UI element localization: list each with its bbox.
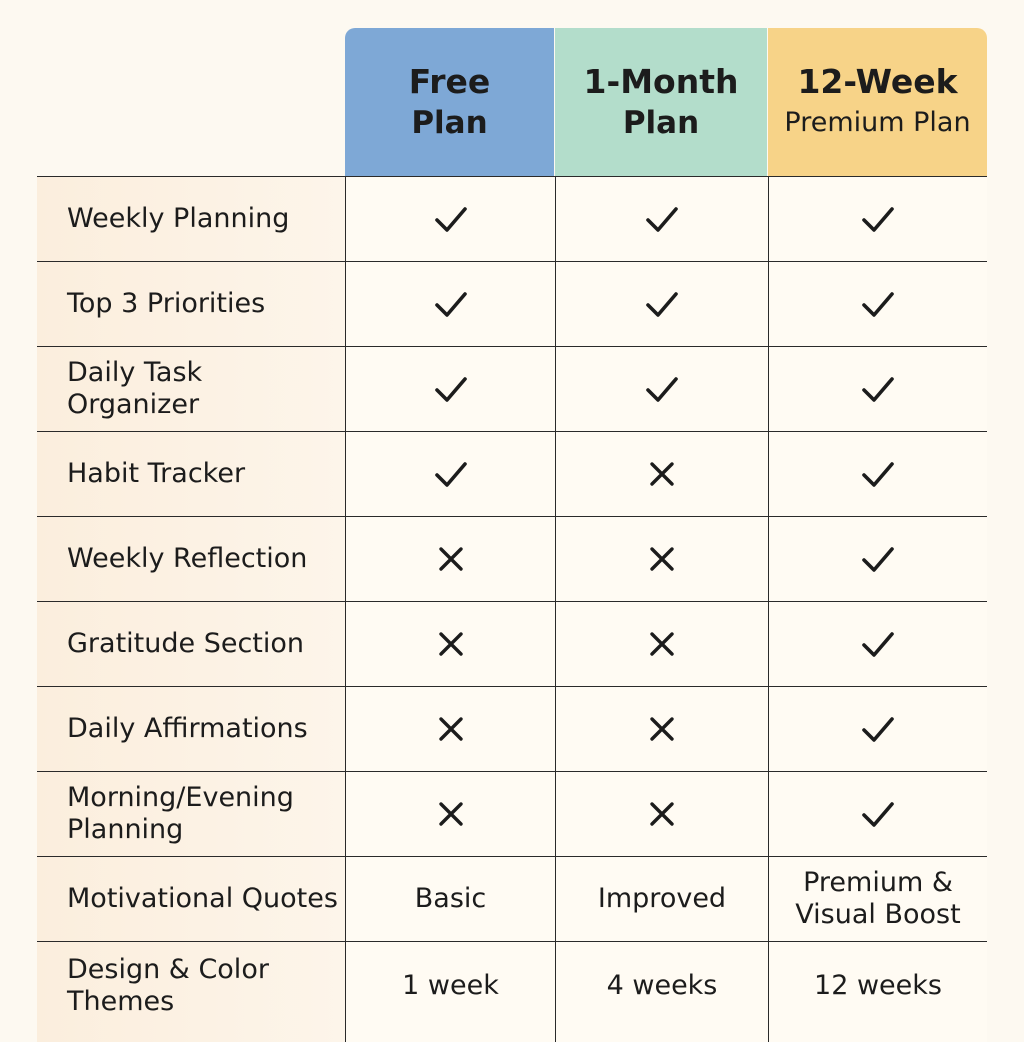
free-value-cell: 1 week <box>345 942 555 1042</box>
header-12-week-plan: 12-Week Premium Plan <box>768 28 987 176</box>
free-cross-icon <box>345 517 555 601</box>
free-check-icon <box>345 347 555 431</box>
cell-value: Basic <box>414 883 487 914</box>
cell-value: Premium & Visual Boost <box>795 867 961 930</box>
feature-label: Design & Color Themes <box>37 942 345 1042</box>
cell-value: 12 weeks <box>814 970 942 1001</box>
month-value-cell: Improved <box>555 857 768 941</box>
table-row: Habit Tracker <box>37 432 987 517</box>
header-12-week-plan-line2: Premium Plan <box>784 107 971 138</box>
feature-label: Morning/Evening Planning <box>37 772 345 856</box>
month-cross-icon <box>555 602 768 686</box>
table-row: Daily Affirmations <box>37 687 987 772</box>
table-row: Design & Color Themes 1 week 4 weeks 12 wee… <box>37 942 987 1042</box>
feature-label: Weekly Planning <box>37 177 345 261</box>
feature-label: Weekly Reflection <box>37 517 345 601</box>
header-free-plan-line2: Plan <box>411 105 488 141</box>
month-check-icon <box>555 262 768 346</box>
week-check-icon <box>768 432 987 516</box>
free-value-cell: Basic <box>345 857 555 941</box>
table-row: Weekly Planning <box>37 177 987 262</box>
cell-value: 4 weeks <box>606 970 718 1001</box>
week-value-cell: 12 weeks <box>768 942 987 1042</box>
free-cross-icon <box>345 687 555 771</box>
feature-label: Gratitude Section <box>37 602 345 686</box>
header-1-month-plan: 1-Month Plan <box>555 28 767 176</box>
week-check-icon <box>768 687 987 771</box>
week-check-icon <box>768 517 987 601</box>
week-check-icon <box>768 177 987 261</box>
month-cross-icon <box>555 772 768 856</box>
free-check-icon <box>345 177 555 261</box>
table-row: Weekly Reflection <box>37 517 987 602</box>
cell-value: Improved <box>597 883 727 914</box>
month-cross-icon <box>555 687 768 771</box>
header-12-week-plan-line1: 12-Week <box>797 62 958 101</box>
feature-label: Daily Affirmations <box>37 687 345 771</box>
week-check-icon <box>768 262 987 346</box>
table-row: Motivational Quotes Basic Improved Premium … <box>37 857 987 942</box>
week-value-cell: Premium & Visual Boost <box>768 857 987 941</box>
week-check-icon <box>768 347 987 431</box>
feature-label: Top 3 Priorities <box>37 262 345 346</box>
free-check-icon <box>345 262 555 346</box>
header-1-month-plan-line2: Plan <box>622 105 700 141</box>
feature-label: Daily Task Organizer <box>37 347 345 431</box>
header-free-plan: Free Plan <box>345 28 554 176</box>
month-cross-icon <box>555 432 768 516</box>
week-check-icon <box>768 772 987 856</box>
month-check-icon <box>555 177 768 261</box>
feature-label: Motivational Quotes <box>37 857 345 941</box>
header-free-plan-line1: Free <box>408 62 491 101</box>
table-row: Top 3 Priorities <box>37 262 987 347</box>
month-check-icon <box>555 347 768 431</box>
table-row: Daily Task Organizer <box>37 347 987 432</box>
cell-value: 1 week <box>402 970 499 1001</box>
comparison-table: Weekly Planning Top 3 Priorities Daily Tas… <box>37 176 987 1042</box>
header-1-month-plan-line1: 1-Month <box>583 62 739 101</box>
free-cross-icon <box>345 602 555 686</box>
table-row: Morning/Evening Planning <box>37 772 987 857</box>
week-check-icon <box>768 602 987 686</box>
month-cross-icon <box>555 517 768 601</box>
month-value-cell: 4 weeks <box>555 942 768 1042</box>
free-cross-icon <box>345 772 555 856</box>
feature-label: Habit Tracker <box>37 432 345 516</box>
free-check-icon <box>345 432 555 516</box>
table-row: Gratitude Section <box>37 602 987 687</box>
